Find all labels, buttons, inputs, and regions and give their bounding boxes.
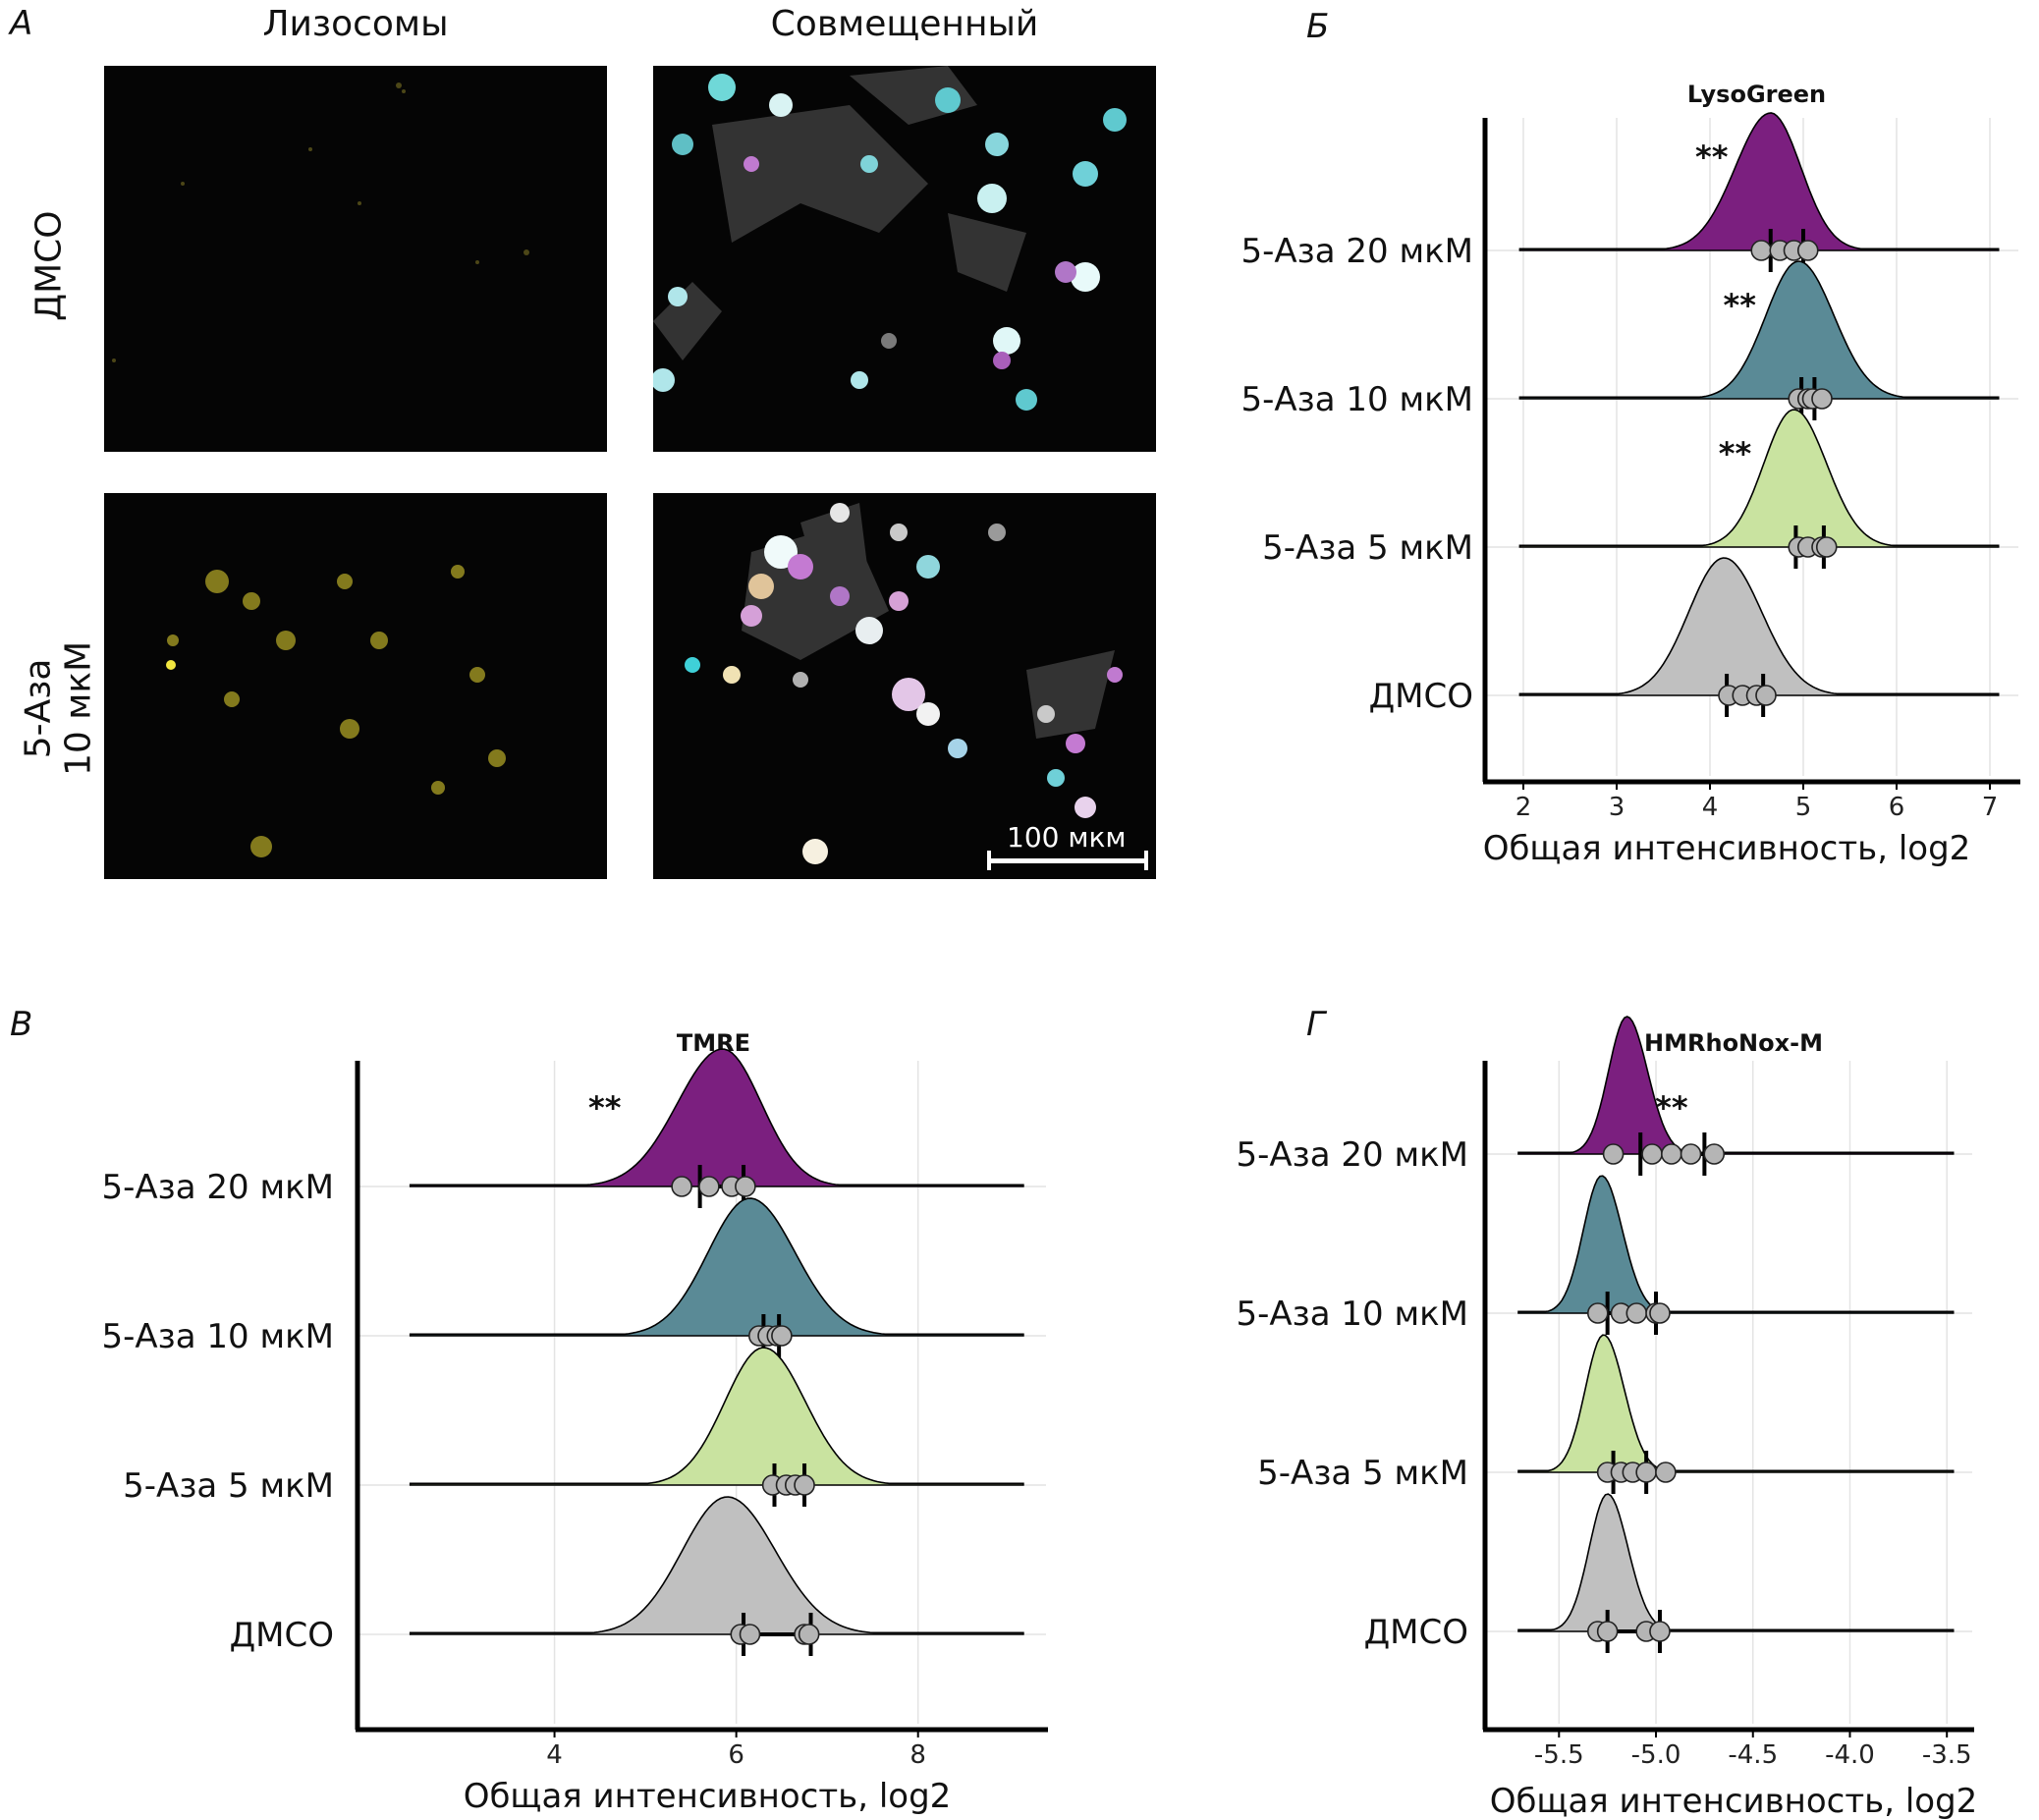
chart-d-group-label-3: ДМСО (1364, 1613, 1468, 1652)
micrograph-merged-dmso-image (653, 66, 1127, 411)
chart-c-tick-label-2: 8 (909, 1740, 926, 1770)
micrograph-lysosomes-dmso-image (112, 83, 529, 362)
micrograph-merged-dmso (653, 66, 1156, 452)
chart-d-point-3-3 (1649, 1621, 1671, 1642)
scale-bar-tick-right (1144, 851, 1148, 870)
chart-b-x-label: Общая интенсивность, log2 (1483, 829, 1971, 868)
chart-d-point-1-0 (1586, 1302, 1609, 1324)
chart-b-tick-label-0: 2 (1515, 793, 1532, 822)
chart-d-density-2 (1517, 1334, 1955, 1473)
scale-bar-tick-left (987, 851, 991, 870)
chart-b-group-label-2: 5-Аза 5 мкМ (1262, 528, 1473, 568)
chart-c-point-3-1 (739, 1624, 761, 1645)
chart-c-density-1 (409, 1197, 1024, 1337)
chart-c-group-label-0: 5-Аза 20 мкМ (102, 1168, 334, 1207)
chart-d-tick-label-0: -5.5 (1534, 1740, 1584, 1770)
chart-d-density-0 (1517, 1016, 1955, 1155)
chart-c-panel-letter: В (10, 1005, 32, 1044)
chart-b-density-2 (1518, 409, 2000, 548)
chart-c-x-label: Общая интенсивность, log2 (464, 1777, 952, 1816)
chart-b-signif-2: ** (1719, 435, 1752, 472)
micrograph-merged-aza-image (685, 503, 1123, 864)
chart-d-tick-label-2: -4.5 (1728, 1740, 1778, 1770)
chart-hmrhonox: Г HMRhoNox-M 5-Аза 20 мкМ ** 5-Аза 10 мкМ 5-А… (1237, 1005, 1978, 1820)
chart-b-point-3-3 (1755, 685, 1777, 706)
chart-d-tick-label-1: -5.0 (1631, 1740, 1681, 1770)
chart-b-title: LysoGreen (1687, 81, 1826, 108)
chart-d-point-0-1 (1641, 1143, 1663, 1165)
chart-c-density-3 (409, 1496, 1024, 1635)
column-header-merged: Совмещенный (770, 4, 1039, 44)
chart-b-density-0 (1518, 112, 2000, 251)
chart-c-group-label-1: 5-Аза 10 мкМ (102, 1317, 334, 1356)
chart-b-tick-label-3: 5 (1795, 793, 1812, 822)
chart-b-point-2-3 (1815, 536, 1838, 558)
chart-b-point-1-3 (1811, 388, 1833, 410)
chart-lysogreen: Б LysoGreen 5-Аза 20 мкМ ** 5-Аза 10 мкМ ** 5-… (1241, 7, 2020, 868)
chart-b-point-0-0 (1750, 240, 1773, 261)
chart-c-tick-label-1: 6 (728, 1740, 744, 1770)
chart-b-tick-label-1: 3 (1609, 793, 1626, 822)
scale-bar-label: 100 мкм (1007, 821, 1127, 854)
chart-d-point-0-0 (1602, 1143, 1625, 1165)
chart-d-x-label: Общая интенсивность, log2 (1490, 1782, 1978, 1820)
chart-c-point-0-1 (698, 1176, 720, 1197)
chart-c-signif-0: ** (588, 1089, 622, 1127)
chart-d-tick-label-4: -3.5 (1922, 1740, 1972, 1770)
chart-c-tick-label-0: 4 (546, 1740, 563, 1770)
micrograph-lysosomes-dmso (104, 66, 607, 452)
chart-b-group-label-1: 5-Аза 10 мкМ (1241, 380, 1473, 419)
chart-d-point-3-1 (1596, 1621, 1619, 1642)
panel-a-letter: А (10, 4, 33, 43)
row-header-aza-line2: 10 мкМ (59, 640, 99, 776)
chart-b-signif-1: ** (1724, 287, 1757, 324)
chart-d-point-0-2 (1661, 1143, 1682, 1165)
row-header-dmso: ДМСО (28, 210, 70, 322)
chart-d-panel-letter: Г (1306, 1005, 1328, 1044)
chart-c-density-2 (409, 1347, 1024, 1486)
chart-d-point-1-4 (1649, 1302, 1671, 1324)
chart-d-group-label-1: 5-Аза 10 мкМ (1237, 1295, 1468, 1334)
chart-d-title: HMRhoNox-M (1644, 1029, 1823, 1057)
scale-bar-line (987, 858, 1148, 863)
chart-b-density-1 (1518, 260, 2000, 400)
micrograph-merged-aza: 100 мкм (653, 493, 1156, 879)
chart-b-tick-label-4: 6 (1889, 793, 1905, 822)
chart-c-group-label-3: ДМСО (230, 1616, 334, 1655)
chart-c-density-0 (409, 1048, 1024, 1187)
chart-c-point-1-3 (771, 1325, 793, 1347)
column-header-lysosomes: Лизосомы (262, 4, 449, 44)
chart-d-tick-label-3: -4.0 (1825, 1740, 1875, 1770)
chart-b-tick-label-2: 4 (1702, 793, 1719, 822)
chart-b-group-label-0: 5-Аза 20 мкМ (1241, 232, 1473, 271)
chart-c-point-0-0 (671, 1176, 692, 1197)
chart-d-signif-0: ** (1655, 1089, 1688, 1127)
chart-b-tick-label-5: 7 (1982, 793, 1999, 822)
chart-d-point-0-3 (1680, 1143, 1702, 1165)
chart-b-density-3 (1518, 557, 2000, 696)
chart-d-group-label-0: 5-Аза 20 мкМ (1237, 1135, 1468, 1175)
chart-b-point-0-3 (1796, 240, 1819, 261)
row-header-aza: 5-Аза 10 мкМ (19, 590, 100, 826)
chart-c-point-2-3 (794, 1474, 815, 1496)
row-header-aza-line1: 5-Аза (18, 658, 59, 759)
chart-c-group-label-2: 5-Аза 5 мкМ (123, 1466, 334, 1506)
chart-d-group-label-2: 5-Аза 5 мкМ (1257, 1454, 1468, 1493)
chart-d-density-1 (1517, 1175, 1955, 1314)
chart-d-point-2-3 (1635, 1462, 1657, 1483)
chart-c-point-3-3 (798, 1624, 820, 1645)
chart-d-point-0-4 (1703, 1143, 1726, 1165)
chart-d-density-3 (1517, 1493, 1955, 1632)
chart-d-point-2-4 (1655, 1462, 1677, 1483)
chart-b-signif-0: ** (1695, 138, 1729, 176)
chart-c-point-0-3 (735, 1176, 756, 1197)
chart-b-panel-letter: Б (1306, 7, 1329, 46)
micrograph-lysosomes-aza-image (166, 565, 506, 857)
chart-b-group-label-3: ДМСО (1369, 677, 1473, 716)
micrograph-lysosomes-aza (104, 493, 607, 879)
chart-d-point-1-2 (1626, 1302, 1648, 1324)
